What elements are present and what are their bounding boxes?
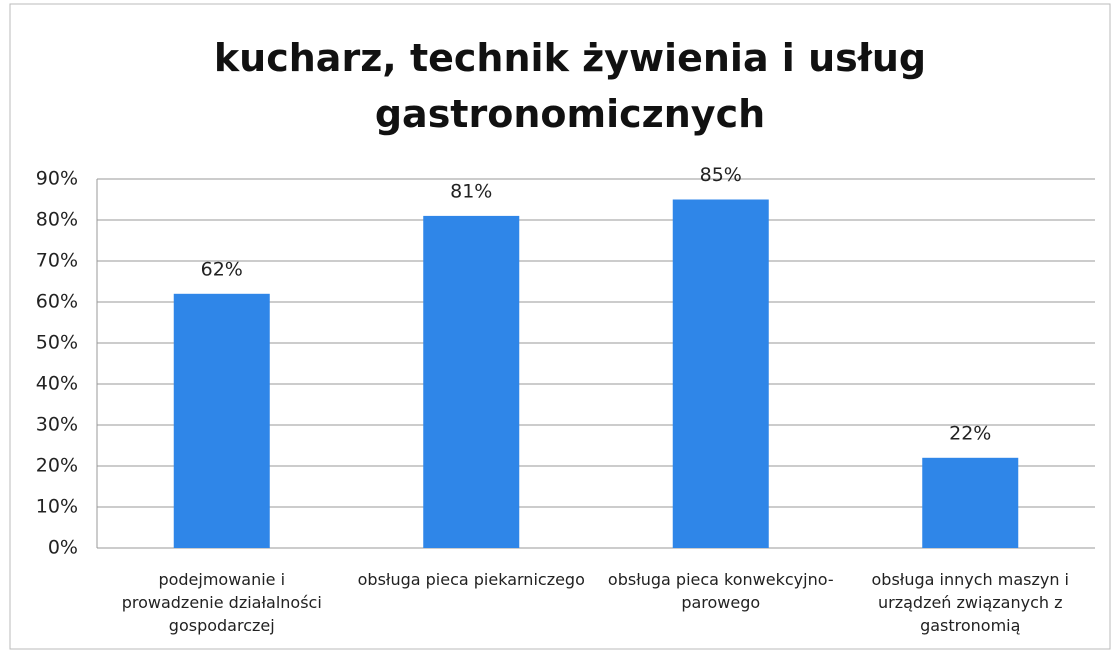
x-tick-label: obsługa pieca piekarniczego: [357, 570, 585, 589]
data-label: 85%: [700, 164, 742, 186]
chart-title: kucharz, technik żywienia i usług gastro…: [213, 36, 927, 136]
y-tick-label: 50%: [36, 332, 78, 354]
chart-border: [9, 3, 1111, 650]
data-label: 62%: [201, 258, 243, 280]
data-label: 22%: [949, 422, 991, 444]
y-tick-label: 10%: [36, 496, 78, 518]
y-tick-label: 70%: [36, 250, 78, 272]
y-tick-label: 0%: [48, 537, 78, 559]
y-tick-label: 90%: [36, 168, 78, 190]
bar: [423, 215, 520, 548]
y-tick-label: 30%: [36, 414, 78, 436]
data-label: 81%: [450, 180, 492, 202]
bar: [672, 199, 769, 548]
y-tick-label: 20%: [36, 455, 78, 477]
x-tick-label: obsługa pieca konwekcyjno-parowego: [607, 570, 834, 612]
y-tick-label: 40%: [36, 373, 78, 395]
y-tick-label: 60%: [36, 291, 78, 313]
bar: [173, 293, 270, 548]
bar: [922, 457, 1019, 548]
x-tick-label: obsługa innych maszyn i urządzeń związan…: [871, 570, 1070, 635]
x-tick-label: podejmowanie i prowadzenie działalności …: [121, 570, 322, 635]
y-tick-label: 80%: [36, 209, 78, 231]
